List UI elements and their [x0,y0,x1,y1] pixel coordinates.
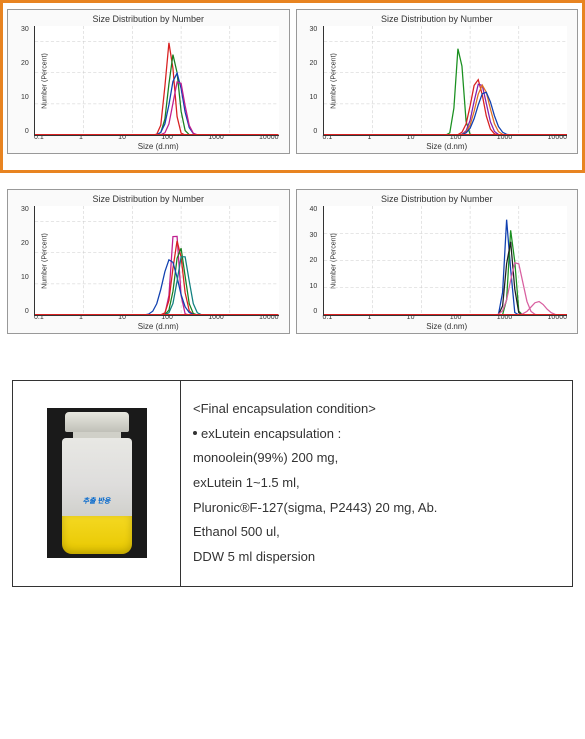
x-axis-label: Size (d.nm) [323,322,572,331]
vial-cap [65,412,129,432]
condition-line-1: exLutein 1~1.5 ml, [193,471,560,496]
final-condition-text: <Final encapsulation condition> exLutein… [181,381,572,586]
bullet-label: exLutein encapsulation : [201,426,341,441]
chart-4: Size Distribution by Number 403020100 Nu… [296,189,579,346]
condition-title: <Final encapsulation condition> [193,397,560,422]
chart-plot: 403020100 Number (Percent) [323,206,568,316]
condition-bullet-line: exLutein encapsulation : [193,422,560,447]
chart-title: Size Distribution by Number [14,14,283,24]
vial-image-cell: 추출 반응 [13,381,181,586]
condition-line-2: Pluronic®F-127(sigma, P2443) 20 mg, Ab. [193,496,560,521]
vial-body: 추출 반응 [62,438,132,516]
x-axis-label: Size (d.nm) [323,142,572,151]
chart-3: Size Distribution by Number 3020100 Numb… [7,189,290,346]
chart-plot: 3020100 Number (Percent) [323,26,568,136]
x-axis-label: Size (d.nm) [34,142,283,151]
chart-box-3: Size Distribution by Number 3020100 Numb… [7,189,290,334]
vial-image: 추출 반응 [47,408,147,558]
chart-title: Size Distribution by Number [14,194,283,204]
y-ticks: 403020100 [310,206,318,315]
vial-liquid [62,516,132,554]
x-axis-label: Size (d.nm) [34,322,283,331]
chart-box-4: Size Distribution by Number 403020100 Nu… [296,189,579,334]
highlighted-chart-row: Size Distribution by Number 3020100 Numb… [0,0,585,173]
chart-row-2: Size Distribution by Number 3020100 Numb… [0,173,585,350]
chart-2: Size Distribution by Number 3020100 Numb… [296,9,579,166]
chart-box-2: Size Distribution by Number 3020100 Numb… [296,9,579,154]
chart-plot: 3020100 Number (Percent) [34,206,279,316]
vial-label: 추출 반응 [68,492,126,510]
chart-plot: 3020100 Number (Percent) [34,26,279,136]
y-ticks: 3020100 [21,206,29,315]
chart-title: Size Distribution by Number [303,194,572,204]
chart-title: Size Distribution by Number [303,14,572,24]
condition-line-4: DDW 5 ml dispersion [193,545,560,570]
chart-box-1: Size Distribution by Number 3020100 Numb… [7,9,290,154]
bullet-icon [193,431,197,435]
final-condition-section: 추출 반응 <Final encapsulation condition> ex… [12,380,573,587]
chart-1: Size Distribution by Number 3020100 Numb… [7,9,290,166]
condition-line-0: monoolein(99%) 200 mg, [193,446,560,471]
y-ticks: 3020100 [21,26,29,135]
condition-line-3: Ethanol 500 ul, [193,520,560,545]
y-ticks: 3020100 [310,26,318,135]
